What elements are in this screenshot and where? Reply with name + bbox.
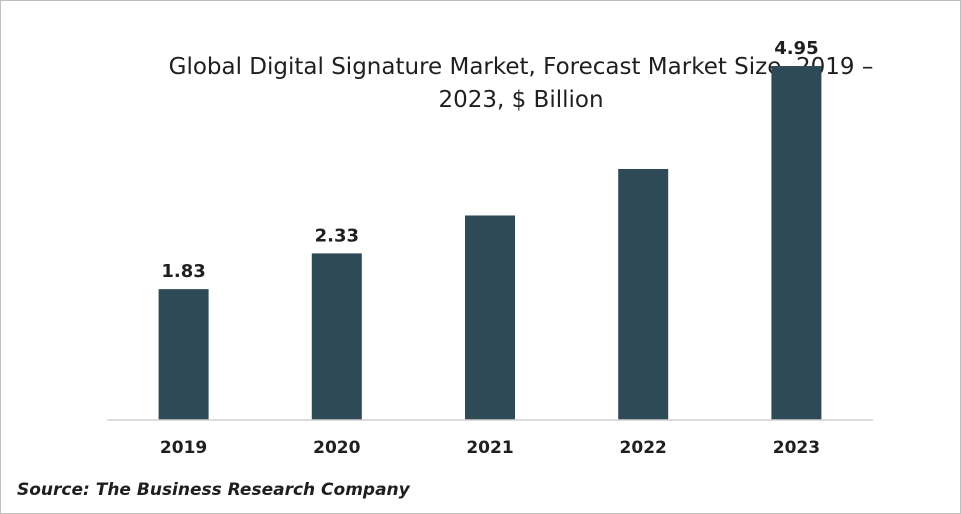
x-tick-2020: 2020 (313, 438, 360, 458)
bar-2023 (771, 66, 822, 420)
data-label-2020: 2.33 (315, 225, 359, 246)
source-note: Source: The Business Research Company (17, 480, 410, 500)
x-tick-2023: 2023 (773, 438, 820, 458)
x-tick-labels-group: 2019 2020 2021 2022 2023 (160, 438, 820, 458)
bars-group (158, 66, 822, 420)
chart-title: Global Digital Signature Market, Forecas… (168, 54, 874, 113)
data-label-2019: 1.83 (161, 261, 205, 282)
bar-2021 (465, 215, 515, 420)
bar-2020 (311, 253, 362, 420)
bar-2022 (618, 169, 669, 420)
x-tick-2019: 2019 (160, 438, 207, 458)
data-labels-group: 1.83 2.33 4.95 (161, 38, 818, 282)
bar-2019 (158, 289, 209, 420)
data-label-2023: 4.95 (774, 38, 818, 59)
x-tick-2022: 2022 (620, 438, 667, 458)
x-tick-2021: 2021 (466, 438, 513, 458)
